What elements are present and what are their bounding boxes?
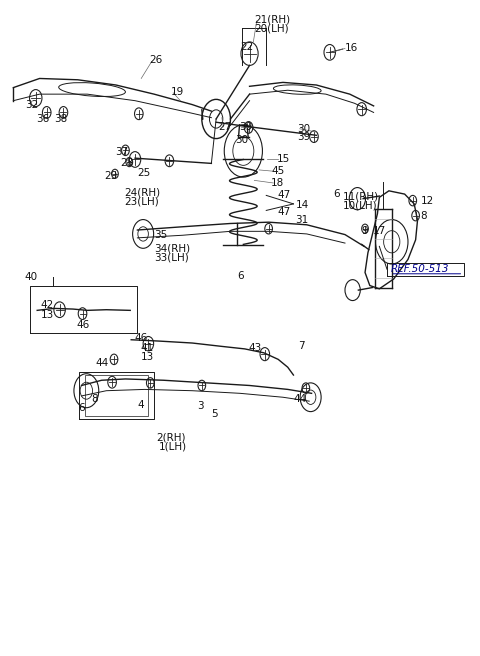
Text: 11(RH): 11(RH) (343, 191, 379, 201)
Text: 44: 44 (96, 358, 109, 367)
Text: 35: 35 (154, 230, 168, 240)
Text: 6: 6 (79, 403, 85, 413)
Text: 12: 12 (420, 195, 433, 205)
Text: 25: 25 (137, 167, 151, 178)
Text: 1(LH): 1(LH) (159, 442, 187, 452)
Text: 34(RH): 34(RH) (154, 243, 190, 253)
Text: 20(LH): 20(LH) (254, 24, 289, 34)
Text: 19: 19 (171, 87, 184, 96)
Text: REF.50-513: REF.50-513 (390, 264, 449, 274)
Text: 8: 8 (420, 211, 427, 220)
Text: 13: 13 (40, 310, 54, 320)
Text: 36: 36 (36, 114, 49, 124)
Text: 40: 40 (24, 272, 37, 282)
Text: 28: 28 (120, 158, 134, 169)
Text: 23(LH): 23(LH) (124, 196, 159, 206)
Text: 39: 39 (297, 133, 311, 142)
Text: 43: 43 (249, 342, 262, 352)
Text: 44: 44 (293, 394, 307, 403)
Text: 7: 7 (298, 341, 305, 352)
Text: 41: 41 (141, 342, 154, 352)
Text: 4: 4 (137, 400, 144, 410)
Text: 47: 47 (277, 190, 290, 200)
Text: 22: 22 (240, 42, 253, 52)
Text: 5: 5 (211, 409, 218, 419)
Text: 6: 6 (238, 271, 244, 281)
Text: 30: 30 (235, 135, 248, 145)
Text: 42: 42 (40, 300, 54, 310)
Text: 33(LH): 33(LH) (154, 253, 189, 262)
Text: 8: 8 (91, 394, 98, 403)
Text: 24(RH): 24(RH) (124, 187, 161, 197)
Text: 3: 3 (197, 401, 204, 411)
Text: 9: 9 (362, 226, 368, 236)
Text: 38: 38 (54, 114, 67, 124)
Text: 21(RH): 21(RH) (254, 14, 290, 25)
Text: 32: 32 (25, 100, 38, 110)
Text: 37: 37 (115, 147, 128, 157)
Text: 16: 16 (345, 43, 358, 53)
Text: 46: 46 (134, 333, 147, 343)
Text: 27: 27 (218, 122, 232, 132)
Text: 46: 46 (77, 319, 90, 330)
Text: 17: 17 (372, 226, 386, 236)
Text: 31: 31 (295, 215, 308, 225)
Text: 47: 47 (277, 207, 290, 216)
Text: 14: 14 (296, 200, 310, 210)
Text: 10(LH): 10(LH) (343, 200, 377, 210)
Text: 6: 6 (333, 189, 340, 199)
Text: 26: 26 (149, 55, 163, 65)
Text: 39: 39 (239, 122, 252, 132)
Text: 2(RH): 2(RH) (156, 433, 186, 443)
Text: 29: 29 (104, 171, 117, 181)
Text: 15: 15 (277, 154, 290, 165)
Text: 45: 45 (271, 166, 284, 176)
Text: 30: 30 (297, 124, 311, 134)
Text: 13: 13 (141, 352, 154, 362)
Text: 18: 18 (271, 178, 284, 188)
